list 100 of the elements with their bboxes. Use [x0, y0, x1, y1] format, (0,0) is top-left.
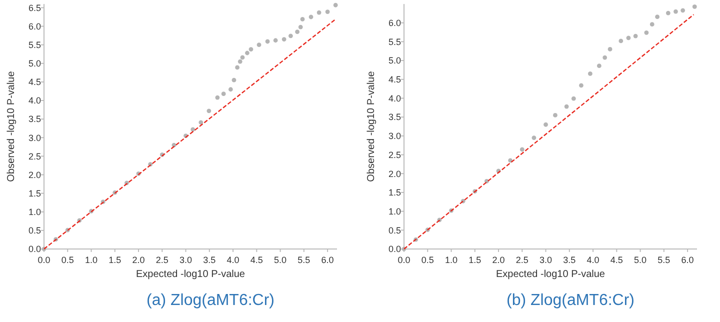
x-tick-label: 0.5	[61, 255, 74, 265]
x-tick-label: 5.5	[298, 255, 310, 265]
point	[588, 72, 592, 76]
point	[532, 136, 536, 140]
point	[650, 22, 654, 27]
point	[228, 87, 233, 92]
point	[240, 55, 245, 60]
point	[232, 78, 236, 82]
point	[235, 65, 240, 70]
point	[674, 9, 678, 14]
point	[295, 30, 300, 34]
point	[325, 10, 330, 14]
y-tick-label: 2.0	[388, 168, 401, 179]
y-tick-label: 1.5	[388, 188, 401, 198]
x-axis-title: Expected -log10 P-value	[496, 269, 606, 280]
point	[608, 47, 612, 52]
y-tick-label: 1.0	[28, 207, 41, 218]
point	[206, 108, 212, 114]
x-axis-title: Expected -log10 P-value	[136, 269, 246, 280]
point	[333, 2, 338, 8]
point	[308, 14, 314, 20]
y-tick-label: 6.5	[28, 2, 41, 13]
point	[221, 92, 226, 96]
point	[626, 36, 631, 40]
point	[596, 64, 602, 68]
point	[666, 10, 670, 16]
x-tick-label: 5.0	[634, 255, 647, 265]
y-tick-label: 1.5	[28, 188, 41, 198]
point	[544, 122, 548, 127]
point	[602, 55, 608, 60]
text: (a) Zlog(aMT6:Cr)	[146, 292, 275, 309]
point	[273, 38, 278, 43]
x-tick-label: 6.0	[681, 255, 694, 265]
point	[256, 42, 262, 48]
y-tick-label: 6.0	[388, 18, 401, 28]
point	[282, 37, 286, 42]
y-tick-label: 2.0	[28, 170, 41, 180]
x-tick-label: 2.5	[156, 255, 168, 265]
x-tick-label: 1.0	[85, 255, 98, 265]
point	[618, 38, 624, 44]
point	[288, 34, 293, 38]
y-tick-label: 5.0	[28, 58, 41, 69]
point	[633, 34, 638, 38]
point	[564, 104, 569, 109]
x-tick-label: 0.0	[38, 255, 50, 265]
point	[520, 147, 524, 152]
x-tick-label: 3.5	[203, 255, 216, 265]
x-tick-label: 4.0	[226, 255, 240, 265]
y-tick-label: 6.0	[28, 21, 41, 32]
y-tick-label: 3.0	[28, 132, 41, 143]
point	[644, 30, 649, 35]
y-tick-label: 4.5	[28, 77, 41, 88]
x-tick-label: 3.0	[540, 255, 552, 265]
y-tick-label: 0.0	[388, 244, 401, 254]
x-tick-label: 1.5	[468, 255, 482, 265]
y-tick-label: 4.5	[388, 74, 401, 85]
point	[655, 14, 660, 20]
x-tick-label: 0.5	[421, 255, 434, 265]
y-tick-label: 2.5	[28, 151, 41, 162]
x-tick-label: 4.0	[586, 255, 600, 265]
point	[571, 96, 576, 101]
y-axis-title: Observed -log10 P-value	[366, 70, 377, 182]
x-tick-label: 5.0	[274, 255, 287, 265]
point	[579, 83, 584, 88]
y-tick-label: 0.5	[388, 225, 401, 236]
point	[508, 158, 513, 163]
y-tick-label: 3.5	[388, 112, 401, 122]
point	[316, 10, 322, 15]
point	[265, 39, 270, 44]
y-tick-label: 3.5	[28, 114, 41, 124]
y-tick-label: 5.5	[28, 40, 41, 50]
y-tick-label: 0.5	[28, 226, 41, 236]
point	[245, 50, 250, 56]
point	[248, 47, 254, 52]
y-tick-label: 5.5	[388, 36, 401, 47]
y-tick-label: 5.0	[388, 56, 401, 66]
y-tick-label: 1.0	[388, 206, 401, 216]
y-tick-label: 0.0	[28, 244, 41, 254]
point	[190, 127, 196, 132]
point	[215, 95, 220, 100]
y-axis-title: Observed -log10 P-value	[6, 70, 17, 182]
point	[300, 17, 305, 22]
x-tick-label: 1.5	[108, 255, 122, 265]
x-tick-label: 2.0	[492, 255, 505, 265]
point	[680, 8, 686, 13]
x-tick-label: 3.0	[180, 255, 192, 265]
text: (b) Zlog(aMT6:Cr)	[506, 292, 635, 309]
y-tick-label: 4.0	[388, 93, 401, 104]
x-tick-label: 2.5	[516, 255, 528, 265]
point	[198, 120, 204, 125]
point	[238, 59, 242, 64]
x-tick-label: 1.0	[445, 255, 458, 265]
y-tick-label: 4.0	[28, 96, 41, 106]
y-tick-label: 2.5	[388, 150, 401, 160]
x-tick-label: 6.0	[321, 255, 334, 265]
y-tick-label: 3.0	[388, 131, 401, 142]
x-tick-label: 4.5	[610, 255, 623, 265]
point	[553, 112, 558, 118]
x-tick-label: 3.5	[563, 255, 576, 265]
point	[298, 24, 303, 30]
